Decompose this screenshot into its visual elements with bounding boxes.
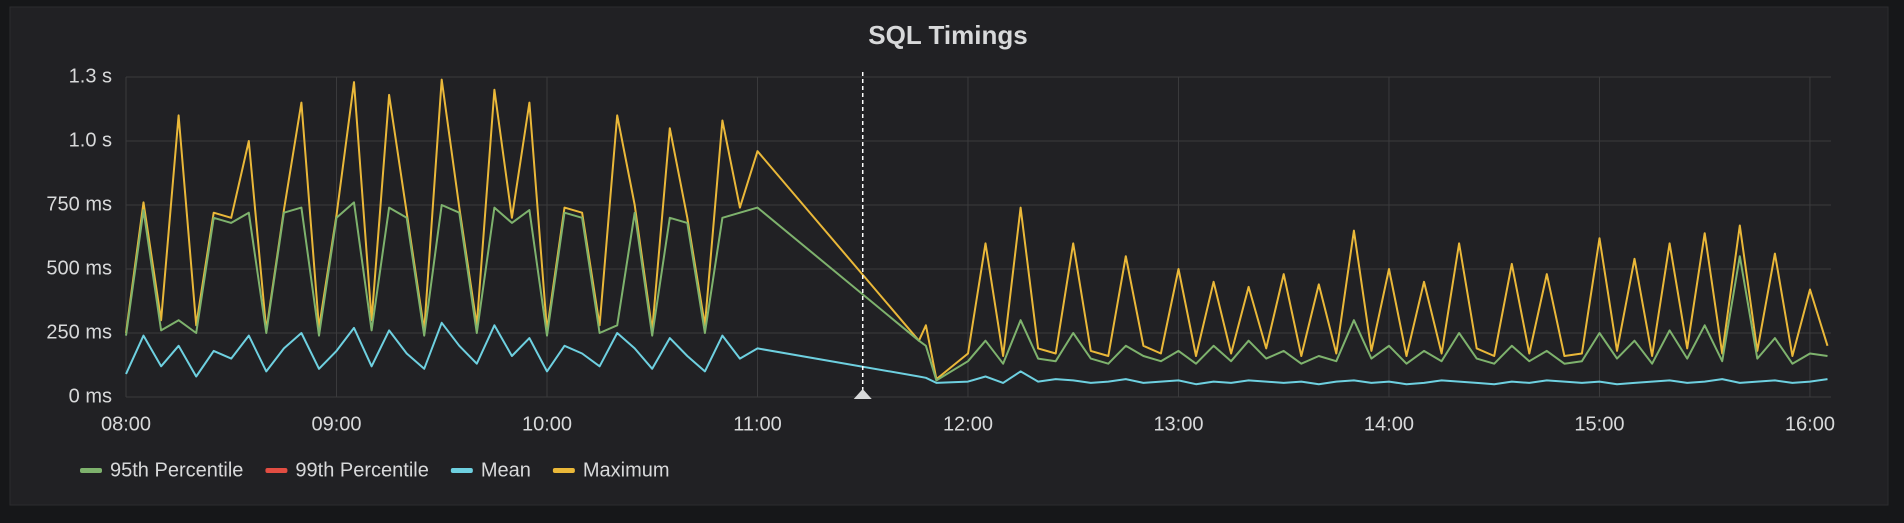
chart-title: SQL Timings <box>868 20 1027 50</box>
legend-swatch <box>80 468 102 473</box>
y-tick-label: 1.3 s <box>69 65 112 87</box>
x-tick-label: 14:00 <box>1364 413 1414 435</box>
x-tick-label: 16:00 <box>1785 413 1835 435</box>
legend-swatch <box>265 468 288 473</box>
y-tick-label: 750 ms <box>46 193 112 215</box>
y-tick-label: 250 ms <box>46 321 112 343</box>
series-line <box>125 201 1828 382</box>
panel <box>9 6 1889 506</box>
y-tick-label: 0 ms <box>69 385 112 407</box>
legend-label: 95th Percentile <box>110 459 243 481</box>
legend-swatch <box>552 468 575 473</box>
x-tick-label: 13:00 <box>1153 413 1203 435</box>
x-tick-label: 15:00 <box>1574 413 1624 435</box>
x-tick-label: 10:00 <box>522 413 572 435</box>
x-tick-label: 11:00 <box>733 413 782 435</box>
x-tick-label: 08:00 <box>101 413 151 435</box>
y-tick-label: 1.0 s <box>69 129 112 151</box>
x-tick-label: 09:00 <box>311 413 361 435</box>
x-tick-label: 12:00 <box>943 413 993 435</box>
annotation-marker <box>853 389 872 399</box>
legend-swatch <box>450 468 473 473</box>
series-line <box>125 321 1828 386</box>
y-tick-label: 500 ms <box>46 257 112 279</box>
series-line <box>125 78 1829 381</box>
legend-label: 99th Percentile <box>295 459 428 481</box>
legend-label: Maximum <box>583 459 670 481</box>
legend-label: Mean <box>481 459 531 481</box>
